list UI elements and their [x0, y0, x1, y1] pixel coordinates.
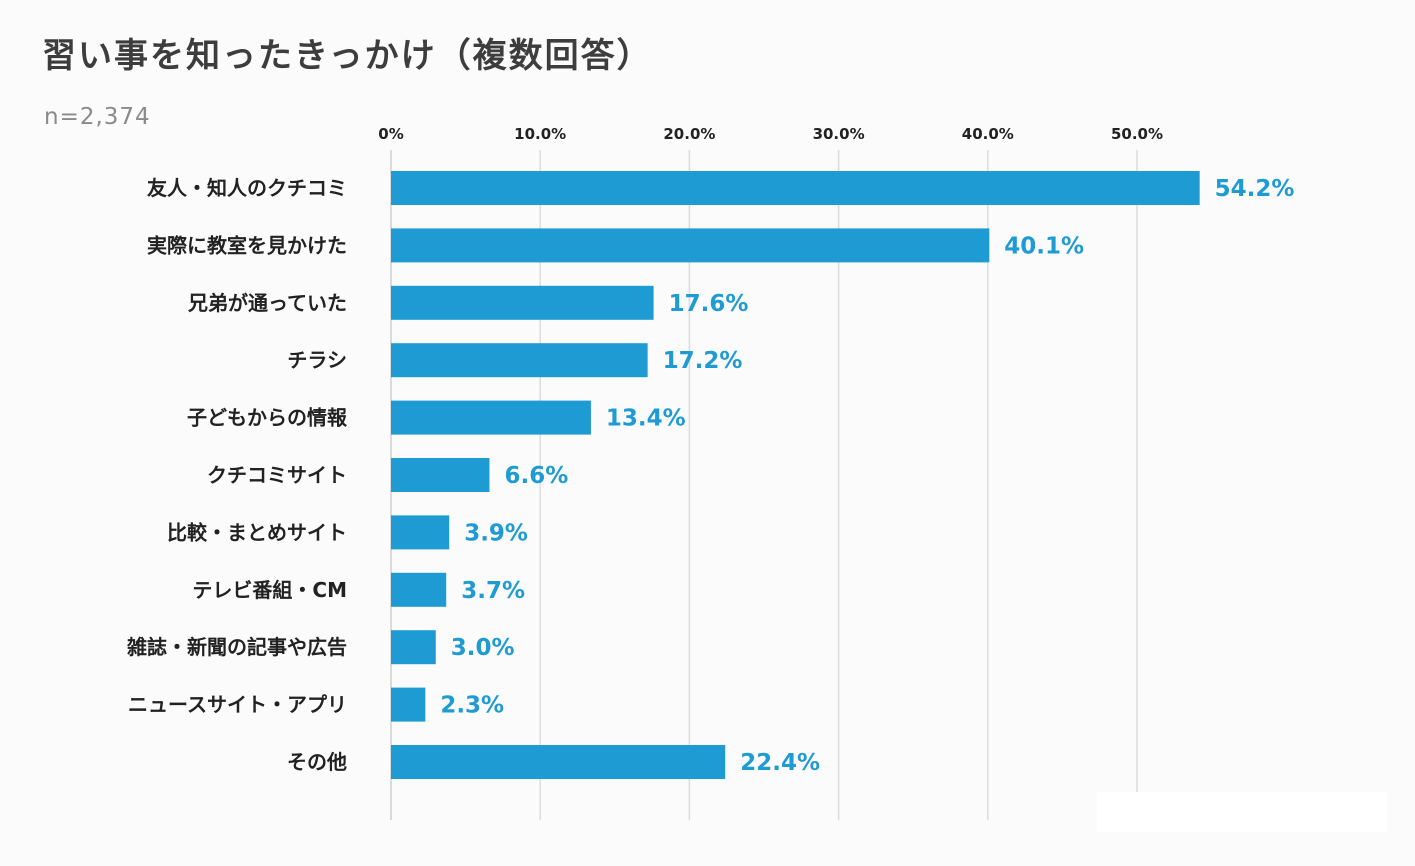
bar-6	[391, 515, 450, 550]
bars	[391, 171, 1200, 779]
category-label: 兄弟が通っていた	[187, 291, 347, 315]
value-label: 13.4%	[606, 406, 686, 432]
x-tick-label: 40.0%	[962, 125, 1014, 143]
category-label: クチコミサイト	[207, 463, 347, 487]
category-label: チラシ	[287, 348, 347, 372]
value-label: 6.6%	[504, 463, 568, 489]
value-label: 3.7%	[461, 578, 525, 604]
value-labels: 54.2% 40.1% 17.6% 17.2% 13.4% 6.6% 3.9% 3.7% 3.0…	[440, 176, 1294, 776]
value-label: 17.6%	[669, 291, 749, 317]
x-tick-label: 20.0%	[663, 125, 715, 143]
value-label: 22.4%	[740, 750, 820, 776]
chart-title: 習い事を知ったきっかけ（複数回答）	[42, 36, 653, 76]
sample-size: n=2,374	[44, 104, 151, 130]
category-label: 雑誌・新聞の記事や広告	[126, 635, 347, 659]
value-label: 40.1%	[1004, 233, 1084, 259]
bar-2	[391, 285, 654, 320]
bar-1	[391, 228, 990, 263]
category-label: 子どもからの情報	[187, 406, 348, 430]
blank-overlay-box	[1097, 792, 1387, 832]
category-label: 友人・知人のクチコミ	[147, 176, 347, 200]
x-tick-label: 50.0%	[1111, 125, 1163, 143]
x-tick-label: 0%	[378, 125, 403, 143]
value-label: 2.3%	[440, 693, 504, 719]
bar-3	[391, 343, 648, 378]
category-labels: 友人・知人のクチコミ実際に教室を見かけた兄弟が通っていたチラシ子どもからの情報ク…	[126, 176, 348, 774]
category-label: 比較・まとめサイト	[167, 520, 347, 544]
x-tick-label: 10.0%	[514, 125, 566, 143]
bar-4	[391, 400, 591, 435]
value-label: 54.2%	[1215, 176, 1295, 202]
bar-9	[391, 687, 426, 722]
value-label: 3.9%	[464, 520, 528, 546]
value-label: 3.0%	[451, 635, 515, 661]
bar-10	[391, 745, 726, 779]
category-label: テレビ番組・CM	[192, 578, 347, 602]
category-label: ニュースサイト・アプリ	[128, 693, 347, 717]
x-axis-ticks: 0% 10.0% 20.0% 30.0% 40.0% 50.0%	[378, 125, 1163, 143]
x-tick-label: 30.0%	[813, 125, 865, 143]
category-label: その他	[287, 750, 347, 774]
bar-5	[391, 458, 490, 492]
bar-0	[391, 171, 1200, 205]
value-label: 17.2%	[663, 348, 743, 374]
category-label: 実際に教室を見かけた	[147, 233, 347, 257]
bar-8	[391, 630, 436, 665]
bar-7	[391, 572, 447, 607]
